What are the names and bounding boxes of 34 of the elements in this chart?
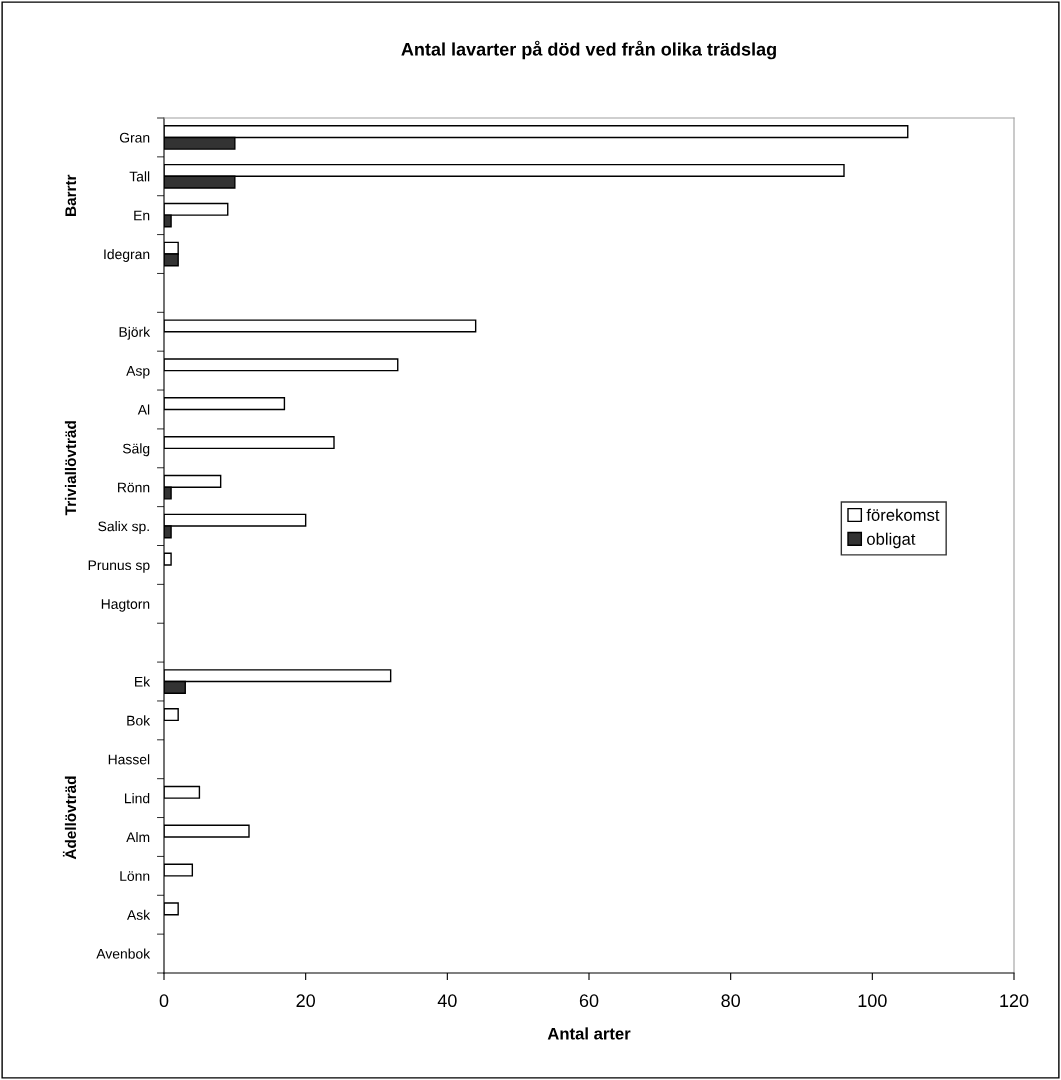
text: Barrtr [65,174,77,216]
y-tick-label: En [134,210,150,221]
x-tick-label: 60 [579,994,599,1008]
y-tick-label: Gran [119,132,150,143]
x-axis-title: Antal arter [547,1027,631,1040]
x-tick-label: 120 [1000,994,1029,1008]
text: Ädellövträd [62,776,77,860]
y-tick-label: Ask [126,909,151,920]
chart-title: Antal lavarter på död ved från olika trädslag [401,40,776,60]
x-tick-label: 100 [858,994,887,1008]
y-tick-label: Bok [127,715,151,726]
y-tick-label: Avenbok [96,948,151,959]
y-tick-label: Lönn [120,871,150,882]
x-tick-label: 40 [437,994,457,1008]
y-tick-label: Prunus sp [88,560,150,573]
y-tick-label: Hassel [108,754,150,765]
x-tick-label: 0 [159,994,169,1008]
y-tick-label: Asp [126,366,150,379]
x-tick-label: 80 [721,994,740,1008]
text: Triviallövträd [64,421,77,516]
y-tick-label: Lind [124,793,150,804]
y-tick-label: Sälg [122,443,150,457]
y-tick-label: Hagtorn [101,599,150,612]
y-tick-label: Björk [119,326,151,340]
legend-label: obligat [867,532,916,549]
y-tick-label: Salix sp. [98,521,149,534]
y-tick-label: Rönn [118,482,150,493]
y-tick-label: Tall [129,171,150,182]
y-tick-label: Alm [126,831,150,843]
y-tick-label: Al [137,404,150,415]
y-tick-label: Ek [135,676,151,687]
y-tick-label: Idegran [104,248,150,262]
legend-label: förekomst [866,508,940,521]
x-tick-label: 20 [296,994,315,1008]
